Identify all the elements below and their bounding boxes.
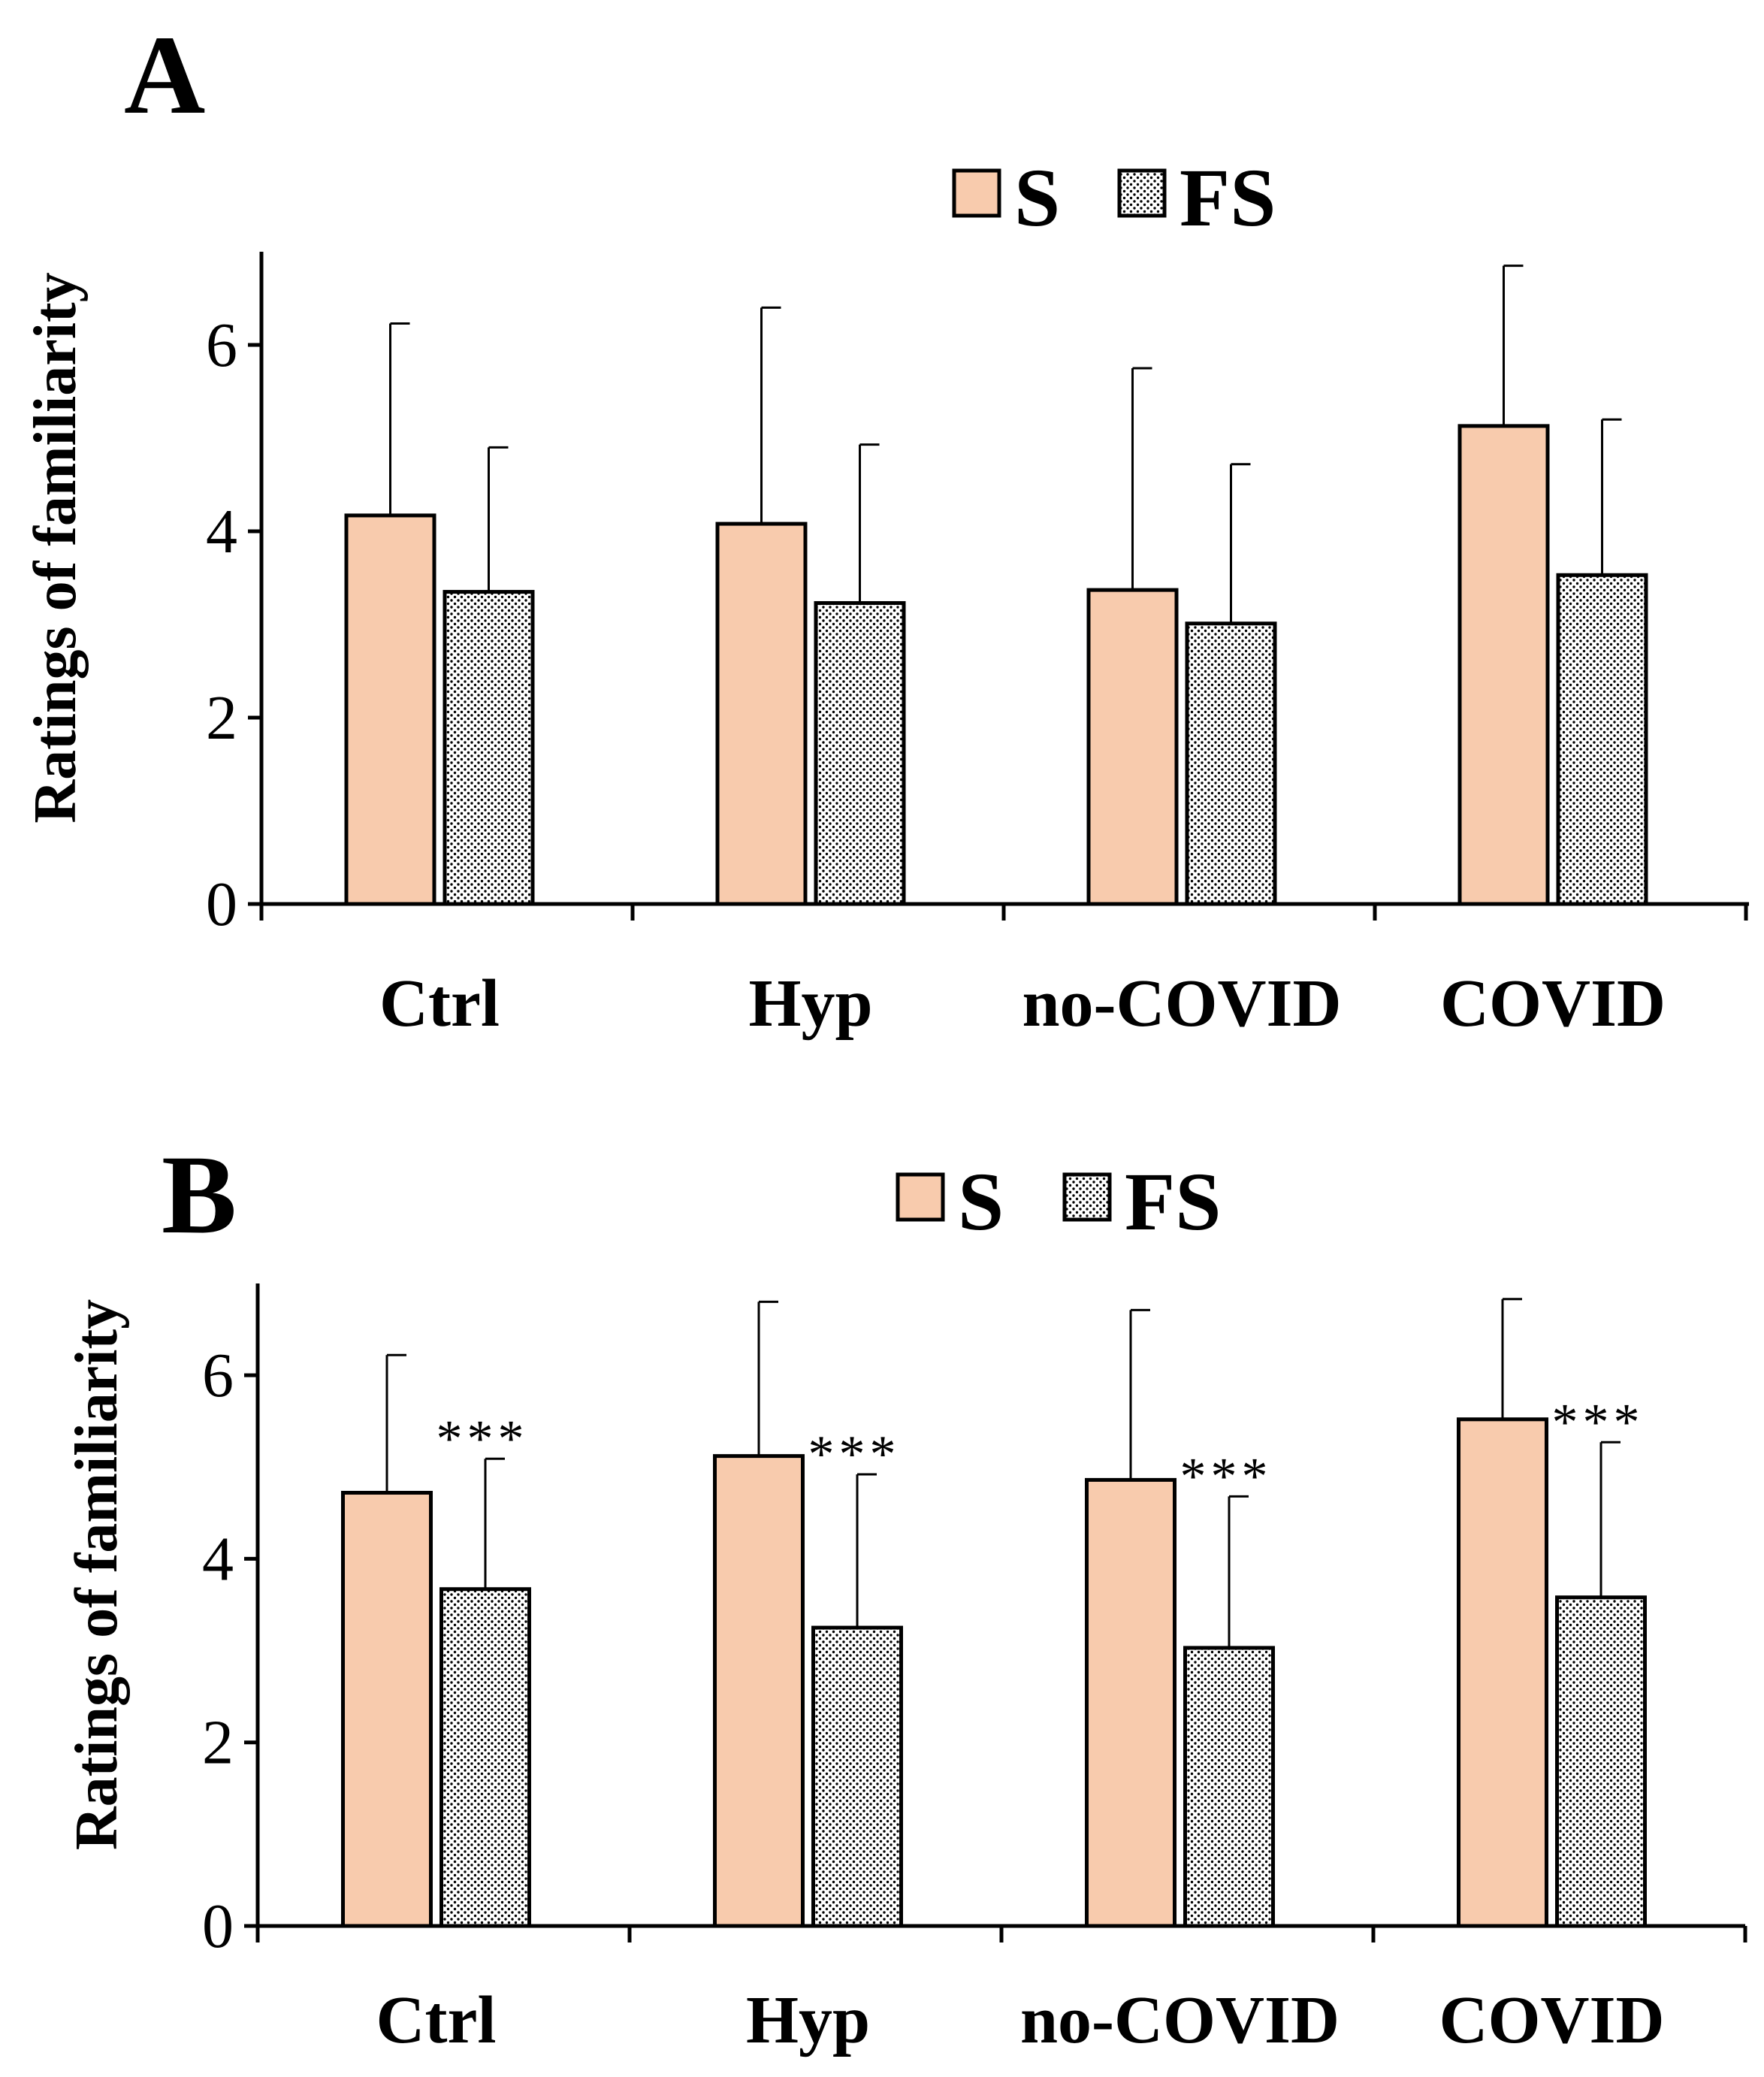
significance-marker-fs-covid: *** xyxy=(1552,1393,1645,1451)
x-tick-label-ctrl: Ctrl xyxy=(379,966,500,1041)
bar-s-covid xyxy=(1457,1417,1548,1928)
x-tick-label-no-covid: no-COVID xyxy=(1020,1983,1340,2057)
legend-label-s: S xyxy=(958,1156,1004,1247)
legend-label-fs: FS xyxy=(1180,152,1276,243)
bar-s-no-covid xyxy=(1085,1477,1177,1928)
panel-letter: A xyxy=(124,13,205,138)
y-tick-label: 6 xyxy=(202,1341,234,1410)
bar-s-ctrl xyxy=(341,1490,433,1928)
legend-swatch-fs xyxy=(1117,168,1167,218)
legend-swatch-s xyxy=(952,168,1001,218)
bar-fs-ctrl xyxy=(443,590,535,906)
bar-fs-covid xyxy=(1556,573,1648,906)
y-tick-label: 6 xyxy=(206,310,237,380)
y-tick-label: 4 xyxy=(202,1524,234,1594)
legend-label-fs: FS xyxy=(1125,1156,1221,1247)
bar-fs-hyp xyxy=(811,1625,903,1928)
panel-a: A S FS Ratings of familiarity 0 2 4 6 Ctrl Hyp no-… xyxy=(23,13,1749,1041)
bar-fs-hyp xyxy=(814,600,906,906)
x-tick-label-no-covid: no-COVID xyxy=(1022,966,1341,1041)
bar-s-covid xyxy=(1457,424,1550,906)
y-tick-label: 2 xyxy=(206,683,237,753)
bar-fs-ctrl xyxy=(439,1587,531,1928)
bar-fs-covid xyxy=(1555,1595,1647,1928)
x-tick-label-hyp: Hyp xyxy=(748,966,872,1041)
legend-swatch-s xyxy=(896,1172,945,1222)
panel-letter: B xyxy=(162,1132,237,1257)
panel-b: B S FS Ratings of familiarity 0 2 4 6 *** Ctrl ***… xyxy=(64,1132,1747,2057)
bar-s-hyp xyxy=(713,1454,805,1928)
bar-s-hyp xyxy=(715,522,808,906)
x-tick-label-covid: COVID xyxy=(1439,1983,1664,2057)
legend-swatch-fs xyxy=(1062,1172,1112,1222)
bar-s-ctrl xyxy=(344,513,436,906)
y-tick-label: 0 xyxy=(202,1891,234,1961)
y-tick-label: 4 xyxy=(206,497,237,567)
y-axis-label: Ratings of familiarity xyxy=(23,272,89,823)
legend-label-s: S xyxy=(1014,152,1060,243)
significance-marker-fs-hyp: *** xyxy=(808,1425,901,1483)
x-tick-label-hyp: Hyp xyxy=(746,1983,870,2057)
y-tick-label: 0 xyxy=(206,869,237,939)
significance-marker-fs-no-covid: *** xyxy=(1180,1447,1273,1505)
x-tick-label-covid: COVID xyxy=(1440,966,1666,1041)
bar-fs-no-covid xyxy=(1185,621,1277,906)
y-tick-label: 2 xyxy=(202,1708,234,1778)
bar-s-no-covid xyxy=(1086,588,1179,906)
significance-marker-fs-ctrl: *** xyxy=(436,1410,529,1468)
y-axis-label: Ratings of familiarity xyxy=(64,1299,130,1850)
x-tick-label-ctrl: Ctrl xyxy=(376,1983,497,2057)
bar-fs-no-covid xyxy=(1183,1646,1275,1928)
